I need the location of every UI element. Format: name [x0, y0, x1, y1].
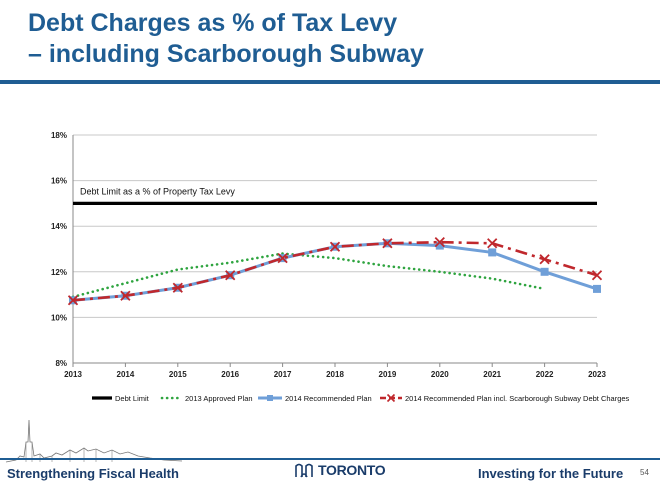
data-point-x — [434, 237, 445, 248]
data-point-x — [591, 270, 603, 281]
footer-divider — [0, 458, 660, 460]
x-tick-label: 2017 — [274, 370, 292, 379]
title-divider — [0, 80, 660, 84]
data-point-x — [277, 252, 288, 264]
footer-right-text: Investing for the Future — [478, 466, 624, 481]
toronto-logo: TORONTO — [294, 462, 386, 478]
legend-label: Debt Limit — [115, 394, 150, 403]
data-point-x — [329, 241, 341, 252]
x-tick-label: 2019 — [379, 370, 397, 379]
slide-title: Debt Charges as % of Tax Levy – includin… — [28, 8, 424, 70]
data-point-square — [593, 284, 601, 293]
legend-label: 2013 Approved Plan — [185, 394, 253, 403]
y-tick-label: 12% — [51, 268, 67, 277]
data-point-x — [172, 282, 183, 293]
debt-charges-chart: 8% 10% 12% 14% 16% 18% 2013 2014 2015 2016 2017 201… — [0, 115, 660, 415]
x-tick-label: 2016 — [221, 370, 239, 379]
data-point-x — [120, 290, 131, 301]
y-tick-label: 18% — [51, 131, 67, 140]
city-hall-icon — [295, 463, 313, 478]
chart-svg: 8% 10% 12% 14% 16% 18% 2013 2014 2015 2016 2017 201… — [51, 131, 630, 403]
legend-marker — [386, 393, 396, 403]
legend-label: 2014 Recommended Plan incl. Scarborough … — [405, 394, 630, 403]
series-line — [71, 252, 546, 299]
y-tick-label: 8% — [55, 359, 67, 368]
title-line-2: – including Scarborough Subway — [28, 40, 424, 68]
legend-marker — [267, 395, 273, 401]
footer-left-text: Strengthening Fiscal Health — [7, 466, 179, 481]
data-point-square — [540, 267, 549, 276]
x-tick-label: 2022 — [536, 370, 554, 379]
debt-limit-annotation: Debt Limit as a % of Property Tax Levy — [80, 186, 235, 196]
x-tick-label: 2015 — [169, 370, 187, 379]
data-point-x — [382, 238, 393, 249]
x-tick-label: 2013 — [64, 370, 82, 379]
y-tick-label: 10% — [51, 313, 67, 322]
x-tick-label: 2021 — [483, 370, 501, 379]
data-point-x — [67, 295, 79, 306]
legend-label: 2014 Recommended Plan — [285, 394, 372, 403]
x-tick-label: 2014 — [117, 370, 135, 379]
data-point-square — [435, 241, 444, 250]
title-line-1: Debt Charges as % of Tax Levy — [28, 9, 398, 37]
x-tick-label: 2018 — [326, 370, 344, 379]
series-line — [72, 240, 598, 302]
y-tick-label: 16% — [51, 177, 67, 186]
y-tick-label: 14% — [51, 222, 67, 231]
x-tick-label: 2023 — [588, 370, 606, 379]
data-point-x — [487, 238, 498, 249]
page-number: 54 — [640, 468, 649, 477]
data-point-square — [488, 248, 497, 257]
logo-text: TORONTO — [318, 462, 386, 478]
data-point-x — [225, 270, 236, 281]
data-point-x — [539, 254, 550, 265]
x-tick-label: 2020 — [431, 370, 449, 379]
